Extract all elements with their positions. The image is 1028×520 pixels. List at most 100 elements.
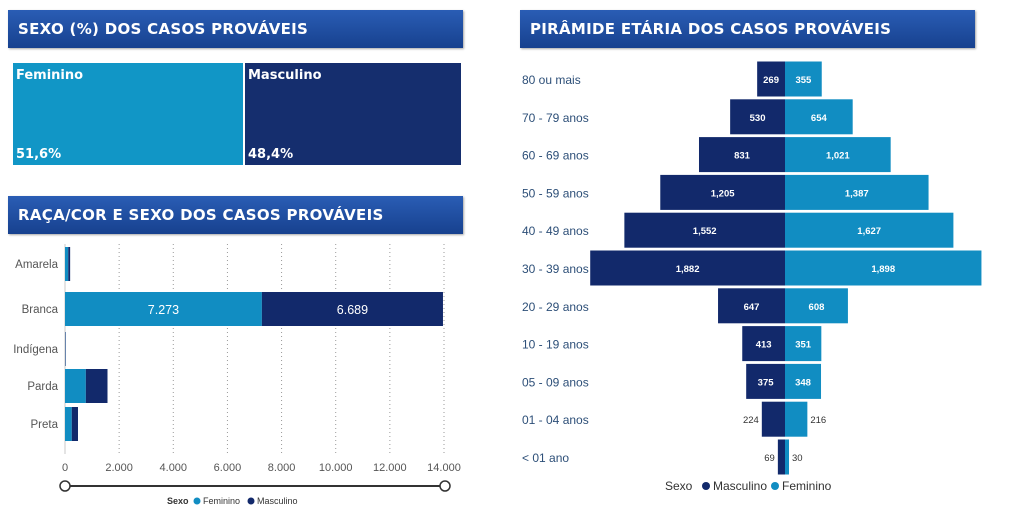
pyramid-label-feminino-60-69-anos: 1,021 — [826, 151, 850, 162]
pyramid-bar-feminino-70-79-anos[interactable] — [785, 99, 853, 135]
pyramid-age-label-10-19-anos: 10 - 19 anos — [522, 338, 589, 352]
raca-bar-branca-masculino[interactable] — [261, 292, 443, 326]
raca-bar-indigena-masculino[interactable] — [65, 332, 66, 366]
pyramid-bar-masculino-05-09-anos[interactable] — [746, 363, 785, 399]
pyramid-label-feminino-70-79-anos: 654 — [811, 113, 828, 124]
pyramid-bar-masculino-70-79-anos[interactable] — [730, 99, 785, 135]
pyramid-label-feminino-40-49-anos: 1,627 — [857, 226, 881, 237]
pyramid-bar-masculino-50-59-anos[interactable] — [660, 174, 785, 210]
pyramid-age-label-01-ano: < 01 ano — [522, 451, 569, 465]
pyramid-age-label-70-79-anos: 70 - 79 anos — [522, 111, 589, 125]
raca-category-label-branca: Branca — [22, 304, 59, 316]
pyramid-label-masculino-50-59-anos: 1,205 — [711, 188, 735, 199]
pyramid-age-label-05-09-anos: 05 - 09 anos — [522, 375, 589, 389]
pyramid-age-label-20-29-anos: 20 - 29 anos — [522, 300, 589, 314]
pyramid-age-label-50-59-anos: 50 - 59 anos — [522, 186, 589, 200]
pyramid-bar-masculino-30-39-anos[interactable] — [590, 250, 785, 286]
pyramid-age-label-01-04-anos: 01 - 04 anos — [522, 413, 589, 427]
pyramid-bar-masculino-01-ano[interactable] — [777, 439, 785, 475]
pyramid-label-feminino-30-39-anos: 1,898 — [871, 264, 895, 275]
raca-category-label-indigena: Indígena — [13, 344, 58, 356]
raca-xtick-label-0: 0 — [62, 462, 68, 474]
pyramid-label-masculino-05-09-anos: 375 — [758, 377, 775, 388]
raca-panel-title: RAÇA/COR E SEXO DOS CASOS PROVÁVEIS — [8, 196, 463, 234]
pyramid-bar-feminino-40-49-anos[interactable] — [785, 212, 954, 248]
treemap-cell-feminino[interactable]: Feminino 51,6% — [12, 62, 244, 166]
pyramid-legend-feminino-dot — [771, 482, 779, 490]
sexo-panel-title: SEXO (%) DOS CASOS PROVÁVEIS — [8, 10, 463, 48]
pyramid-label-masculino-40-49-anos: 1,552 — [693, 226, 717, 237]
pyramid-bar-masculino-60-69-anos[interactable] — [698, 137, 785, 173]
sexo-treemap[interactable]: Feminino 51,6% Masculino 48,4% — [12, 62, 462, 166]
raca-range-slider-end-handle[interactable] — [439, 480, 451, 492]
raca-bar-parda-feminino[interactable] — [65, 369, 86, 403]
pyramid-label-masculino-60-69-anos: 831 — [734, 151, 751, 162]
raca-legend-title: Sexo — [167, 496, 189, 506]
raca-bar-parda-masculino[interactable] — [85, 369, 108, 403]
treemap-cell-masculino[interactable]: Masculino 48,4% — [244, 62, 462, 166]
pyramid-bar-masculino-80-ou-mais[interactable] — [757, 61, 785, 97]
raca-bar-amarela-masculino[interactable] — [68, 247, 71, 281]
pyramid-label-masculino-70-79-anos: 530 — [750, 113, 766, 124]
pyramid-bar-feminino-30-39-anos[interactable] — [785, 250, 982, 286]
pyramid-bar-feminino-01-ano[interactable] — [785, 439, 789, 475]
pyramid-label-feminino-05-09-anos: 348 — [795, 377, 811, 388]
raca-bar-preta-feminino[interactable] — [65, 407, 72, 441]
pyramid-bar-feminino-60-69-anos[interactable] — [785, 137, 891, 173]
raca-category-label-preta: Preta — [31, 419, 59, 431]
raca-xtick-label-8000: 8.000 — [268, 462, 296, 474]
pyramid-label-feminino-50-59-anos: 1,387 — [845, 188, 869, 199]
pyramid-label-feminino-80-ou-mais: 355 — [795, 75, 812, 86]
pyramid-label-feminino-10-19-anos: 351 — [795, 340, 812, 351]
raca-category-label-parda: Parda — [27, 381, 58, 393]
raca-xtick-label-6000: 6.000 — [214, 462, 242, 474]
raca-legend-feminino-dot — [193, 497, 201, 505]
pyramid-label-masculino-01-04-anos: 224 — [743, 415, 759, 426]
pyramid-bar-feminino-05-09-anos[interactable] — [785, 363, 822, 399]
pyramid-legend-masculino-label[interactable]: Masculino — [713, 479, 767, 493]
raca-category-label-amarela: Amarela — [15, 259, 58, 271]
raca-legend-masculino-label[interactable]: Masculino — [257, 496, 298, 506]
pyramid-label-masculino-30-39-anos: 1,882 — [676, 264, 700, 275]
pyramid-label-feminino-01-ano: 30 — [792, 453, 803, 464]
pyramid-label-masculino-80-ou-mais: 269 — [763, 75, 779, 86]
raca-legend-masculino-dot — [247, 497, 255, 505]
pyramid-label-masculino-10-19-anos: 413 — [756, 340, 772, 351]
pyramid-legend-masculino-dot — [702, 482, 710, 490]
piramide-panel-title: PIRÂMIDE ETÁRIA DOS CASOS PROVÁVEIS — [520, 10, 975, 48]
raca-bar-label-branca-feminino: 7.273 — [148, 303, 179, 317]
pyramid-bar-masculino-10-19-anos[interactable] — [742, 326, 785, 362]
pyramid-age-label-40-49-anos: 40 - 49 anos — [522, 224, 589, 238]
raca-range-slider-start-handle[interactable] — [59, 480, 71, 492]
treemap-label-masculino: Masculino — [248, 68, 322, 83]
pyramid-bar-feminino-10-19-anos[interactable] — [785, 326, 822, 362]
pyramid-bar-feminino-50-59-anos[interactable] — [785, 174, 929, 210]
pyramid-bar-feminino-20-29-anos[interactable] — [785, 288, 848, 324]
pyramid-age-label-80-ou-mais: 80 ou mais — [522, 73, 581, 87]
pyramid-label-masculino-20-29-anos: 647 — [744, 302, 760, 313]
piramide-etaria-chart: 80 ou mais 269 355 70 - 79 anos 530 654 60 - 6… — [522, 61, 982, 493]
pyramid-bar-masculino-40-49-anos[interactable] — [624, 212, 785, 248]
treemap-value-masculino: 48,4% — [248, 147, 294, 162]
pyramid-age-label-30-39-anos: 30 - 39 anos — [522, 262, 589, 276]
pyramid-bar-feminino-80-ou-mais[interactable] — [785, 61, 822, 97]
pyramid-bar-masculino-01-04-anos[interactable] — [761, 401, 785, 437]
treemap-value-feminino: 51,6% — [16, 147, 62, 162]
raca-xtick-label-14000: 14.000 — [427, 462, 461, 474]
raca-xtick-label-10000: 10.000 — [319, 462, 353, 474]
raca-bar-label-branca-masculino: 6.689 — [337, 303, 368, 317]
pyramid-bar-masculino-20-29-anos[interactable] — [718, 288, 785, 324]
raca-sexo-bar-chart: 0 2.000 4.000 6.000 8.000 10.000 12.000 14.000 A… — [13, 244, 461, 506]
pyramid-bar-feminino-01-04-anos[interactable] — [785, 401, 808, 437]
raca-bar-amarela-feminino[interactable] — [65, 247, 69, 281]
pyramid-age-label-60-69-anos: 60 - 69 anos — [522, 149, 589, 163]
pyramid-legend-feminino-label[interactable]: Feminino — [782, 479, 832, 493]
raca-xtick-label-4000: 4.000 — [160, 462, 188, 474]
raca-legend-feminino-label[interactable]: Feminino — [203, 496, 240, 506]
pyramid-legend-title: Sexo — [665, 479, 693, 493]
pyramid-label-feminino-20-29-anos: 608 — [809, 302, 825, 313]
raca-xtick-label-2000: 2.000 — [105, 462, 133, 474]
raca-bar-preta-masculino[interactable] — [71, 407, 78, 441]
raca-xtick-label-12000: 12.000 — [373, 462, 407, 474]
raca-bar-branca-feminino[interactable] — [65, 292, 262, 326]
